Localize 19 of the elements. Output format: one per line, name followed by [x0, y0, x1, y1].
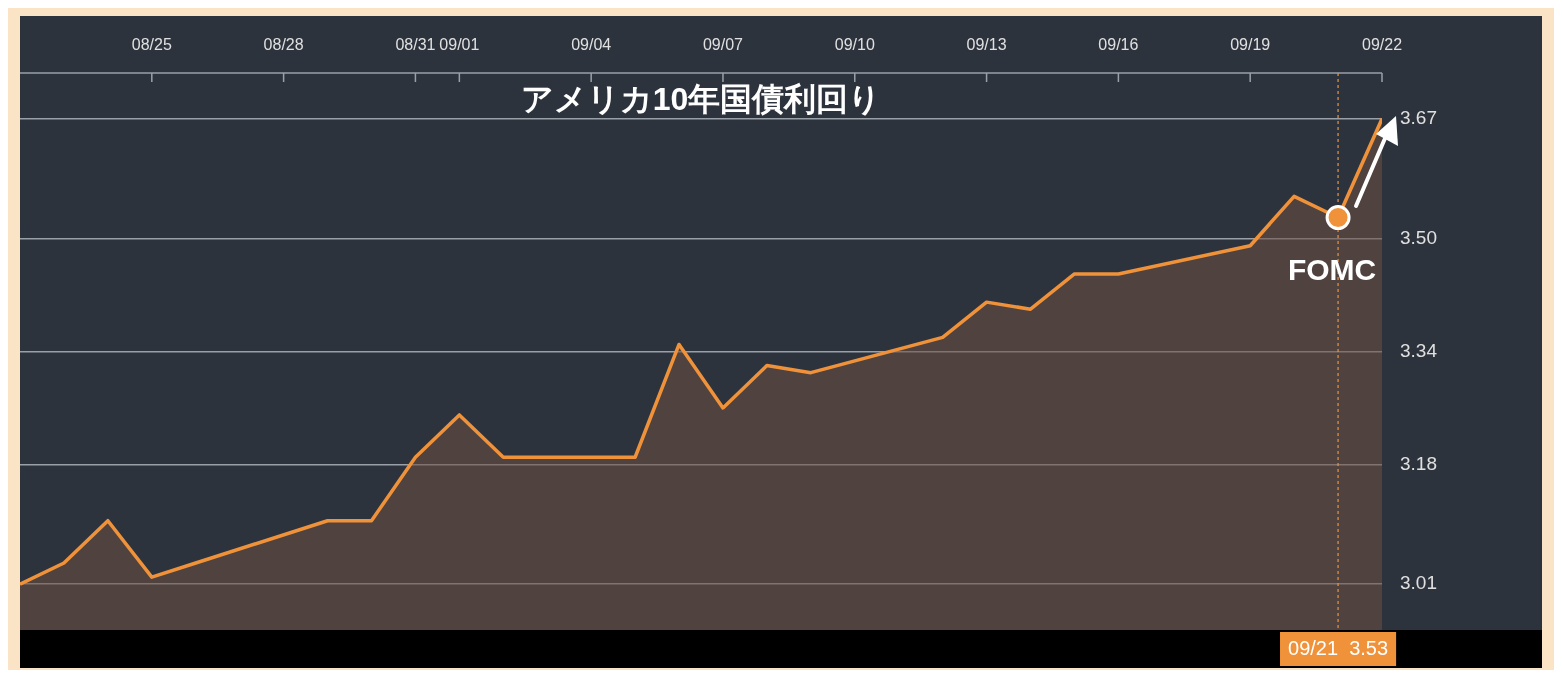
x-tick-label: 08/31: [395, 35, 436, 53]
annotation: FOMC: [1287, 252, 1377, 286]
ref-line-label: 09/21 3.53: [1288, 636, 1389, 659]
x-tick-label: 09/13: [966, 35, 1007, 53]
chart-title: アメリカ10年国債利回り: [520, 80, 882, 117]
x-tick-label: 09/16: [1098, 35, 1139, 53]
x-tick-label: 09/22: [1361, 35, 1403, 53]
x-tick-label: 09/07: [702, 35, 744, 53]
y-tick-label: 3.67: [1400, 107, 1437, 129]
y-tick-label: 3.01: [1400, 572, 1437, 594]
x-tick-label: 09/01: [439, 35, 480, 53]
x-tick-label: 08/28: [263, 35, 304, 53]
x-tick-label: 09/19: [1230, 35, 1271, 53]
x-tick-label: 09/10: [834, 35, 875, 53]
x-tick-label: 08/25: [131, 35, 172, 53]
y-tick-label: 3.34: [1400, 339, 1438, 361]
y-tick-label: 3.18: [1400, 452, 1437, 474]
x-tick-label: 09/04: [571, 35, 612, 53]
y-tick-label: 3.50: [1400, 226, 1437, 248]
